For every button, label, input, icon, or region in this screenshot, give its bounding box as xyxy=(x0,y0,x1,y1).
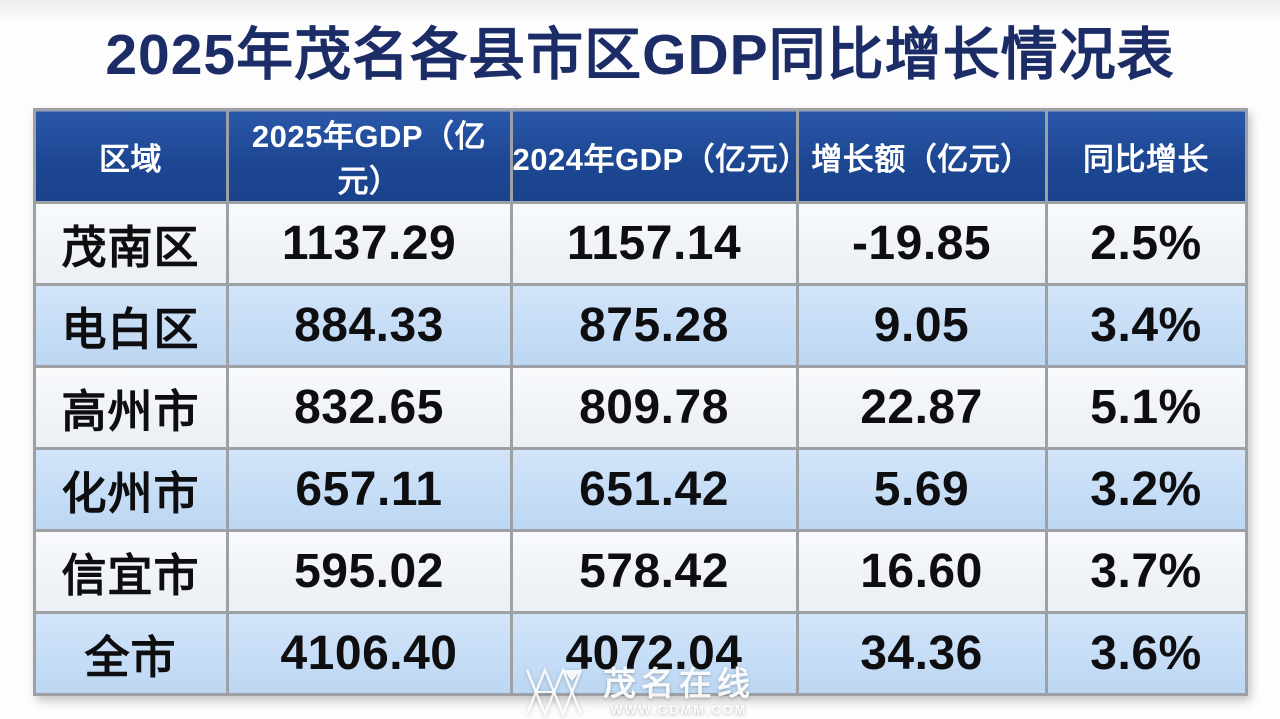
growth-amount-cell: 5.69 xyxy=(798,450,1045,530)
gdp-2025-cell: 595.02 xyxy=(228,532,510,612)
gdp-2024-cell: 578.42 xyxy=(512,532,796,612)
region-cell: 化州市 xyxy=(35,450,226,530)
growth-amount-cell: 16.60 xyxy=(798,532,1045,612)
gdp-2024-cell: 809.78 xyxy=(512,368,796,448)
table-row: 电白区 884.33 875.28 9.05 3.4% xyxy=(35,286,1245,366)
table-row: 高州市 832.65 809.78 22.87 5.1% xyxy=(35,368,1245,448)
col-header-growth-amount: 增长额（亿元） xyxy=(798,111,1045,202)
table-row-total: 全市 4106.40 4072.04 34.36 3.6% xyxy=(35,614,1245,694)
table-row: 茂南区 1137.29 1157.14 -19.85 2.5% xyxy=(35,204,1245,284)
gdp-table: 区域 2025年GDP（亿元） 2024年GDP（亿元） 增长额（亿元） 同比增… xyxy=(32,108,1248,697)
region-cell: 信宜市 xyxy=(35,532,226,612)
table-header-row: 区域 2025年GDP（亿元） 2024年GDP（亿元） 增长额（亿元） 同比增… xyxy=(35,111,1245,202)
col-header-yoy-growth: 同比增长 xyxy=(1047,111,1245,202)
gdp-2024-cell: 4072.04 xyxy=(512,614,796,694)
region-cell: 电白区 xyxy=(35,286,226,366)
gdp-2025-cell: 884.33 xyxy=(228,286,510,366)
gdp-2024-cell: 875.28 xyxy=(512,286,796,366)
yoy-growth-cell: 3.6% xyxy=(1047,614,1245,694)
region-cell: 茂南区 xyxy=(35,204,226,284)
gdp-2025-cell: 832.65 xyxy=(228,368,510,448)
growth-amount-cell: -19.85 xyxy=(798,204,1045,284)
yoy-growth-cell: 5.1% xyxy=(1047,368,1245,448)
gdp-2024-cell: 1157.14 xyxy=(512,204,796,284)
region-cell: 高州市 xyxy=(35,368,226,448)
gdp-2025-cell: 4106.40 xyxy=(228,614,510,694)
gdp-2025-cell: 1137.29 xyxy=(228,204,510,284)
col-header-gdp-2024: 2024年GDP（亿元） xyxy=(512,111,809,202)
region-cell: 全市 xyxy=(35,614,226,694)
growth-amount-cell: 34.36 xyxy=(798,614,1045,694)
watermark-site-url: WWW.GDMM.COM xyxy=(610,703,748,718)
gdp-2025-cell: 657.11 xyxy=(228,450,510,530)
growth-amount-cell: 22.87 xyxy=(798,368,1045,448)
yoy-growth-cell: 3.7% xyxy=(1047,532,1245,612)
col-header-region: 区域 xyxy=(35,111,226,202)
yoy-growth-cell: 3.4% xyxy=(1047,286,1245,366)
table-row: 信宜市 595.02 578.42 16.60 3.7% xyxy=(35,532,1245,612)
growth-amount-cell: 9.05 xyxy=(798,286,1045,366)
table-row: 化州市 657.11 651.42 5.69 3.2% xyxy=(35,450,1245,530)
yoy-growth-cell: 3.2% xyxy=(1047,450,1245,530)
col-header-gdp-2025: 2025年GDP（亿元） xyxy=(228,111,510,202)
yoy-growth-cell: 2.5% xyxy=(1047,204,1245,284)
gdp-2024-cell: 651.42 xyxy=(512,450,796,530)
page-title: 2025年茂名各县市区GDP同比增长情况表 xyxy=(105,23,1175,87)
